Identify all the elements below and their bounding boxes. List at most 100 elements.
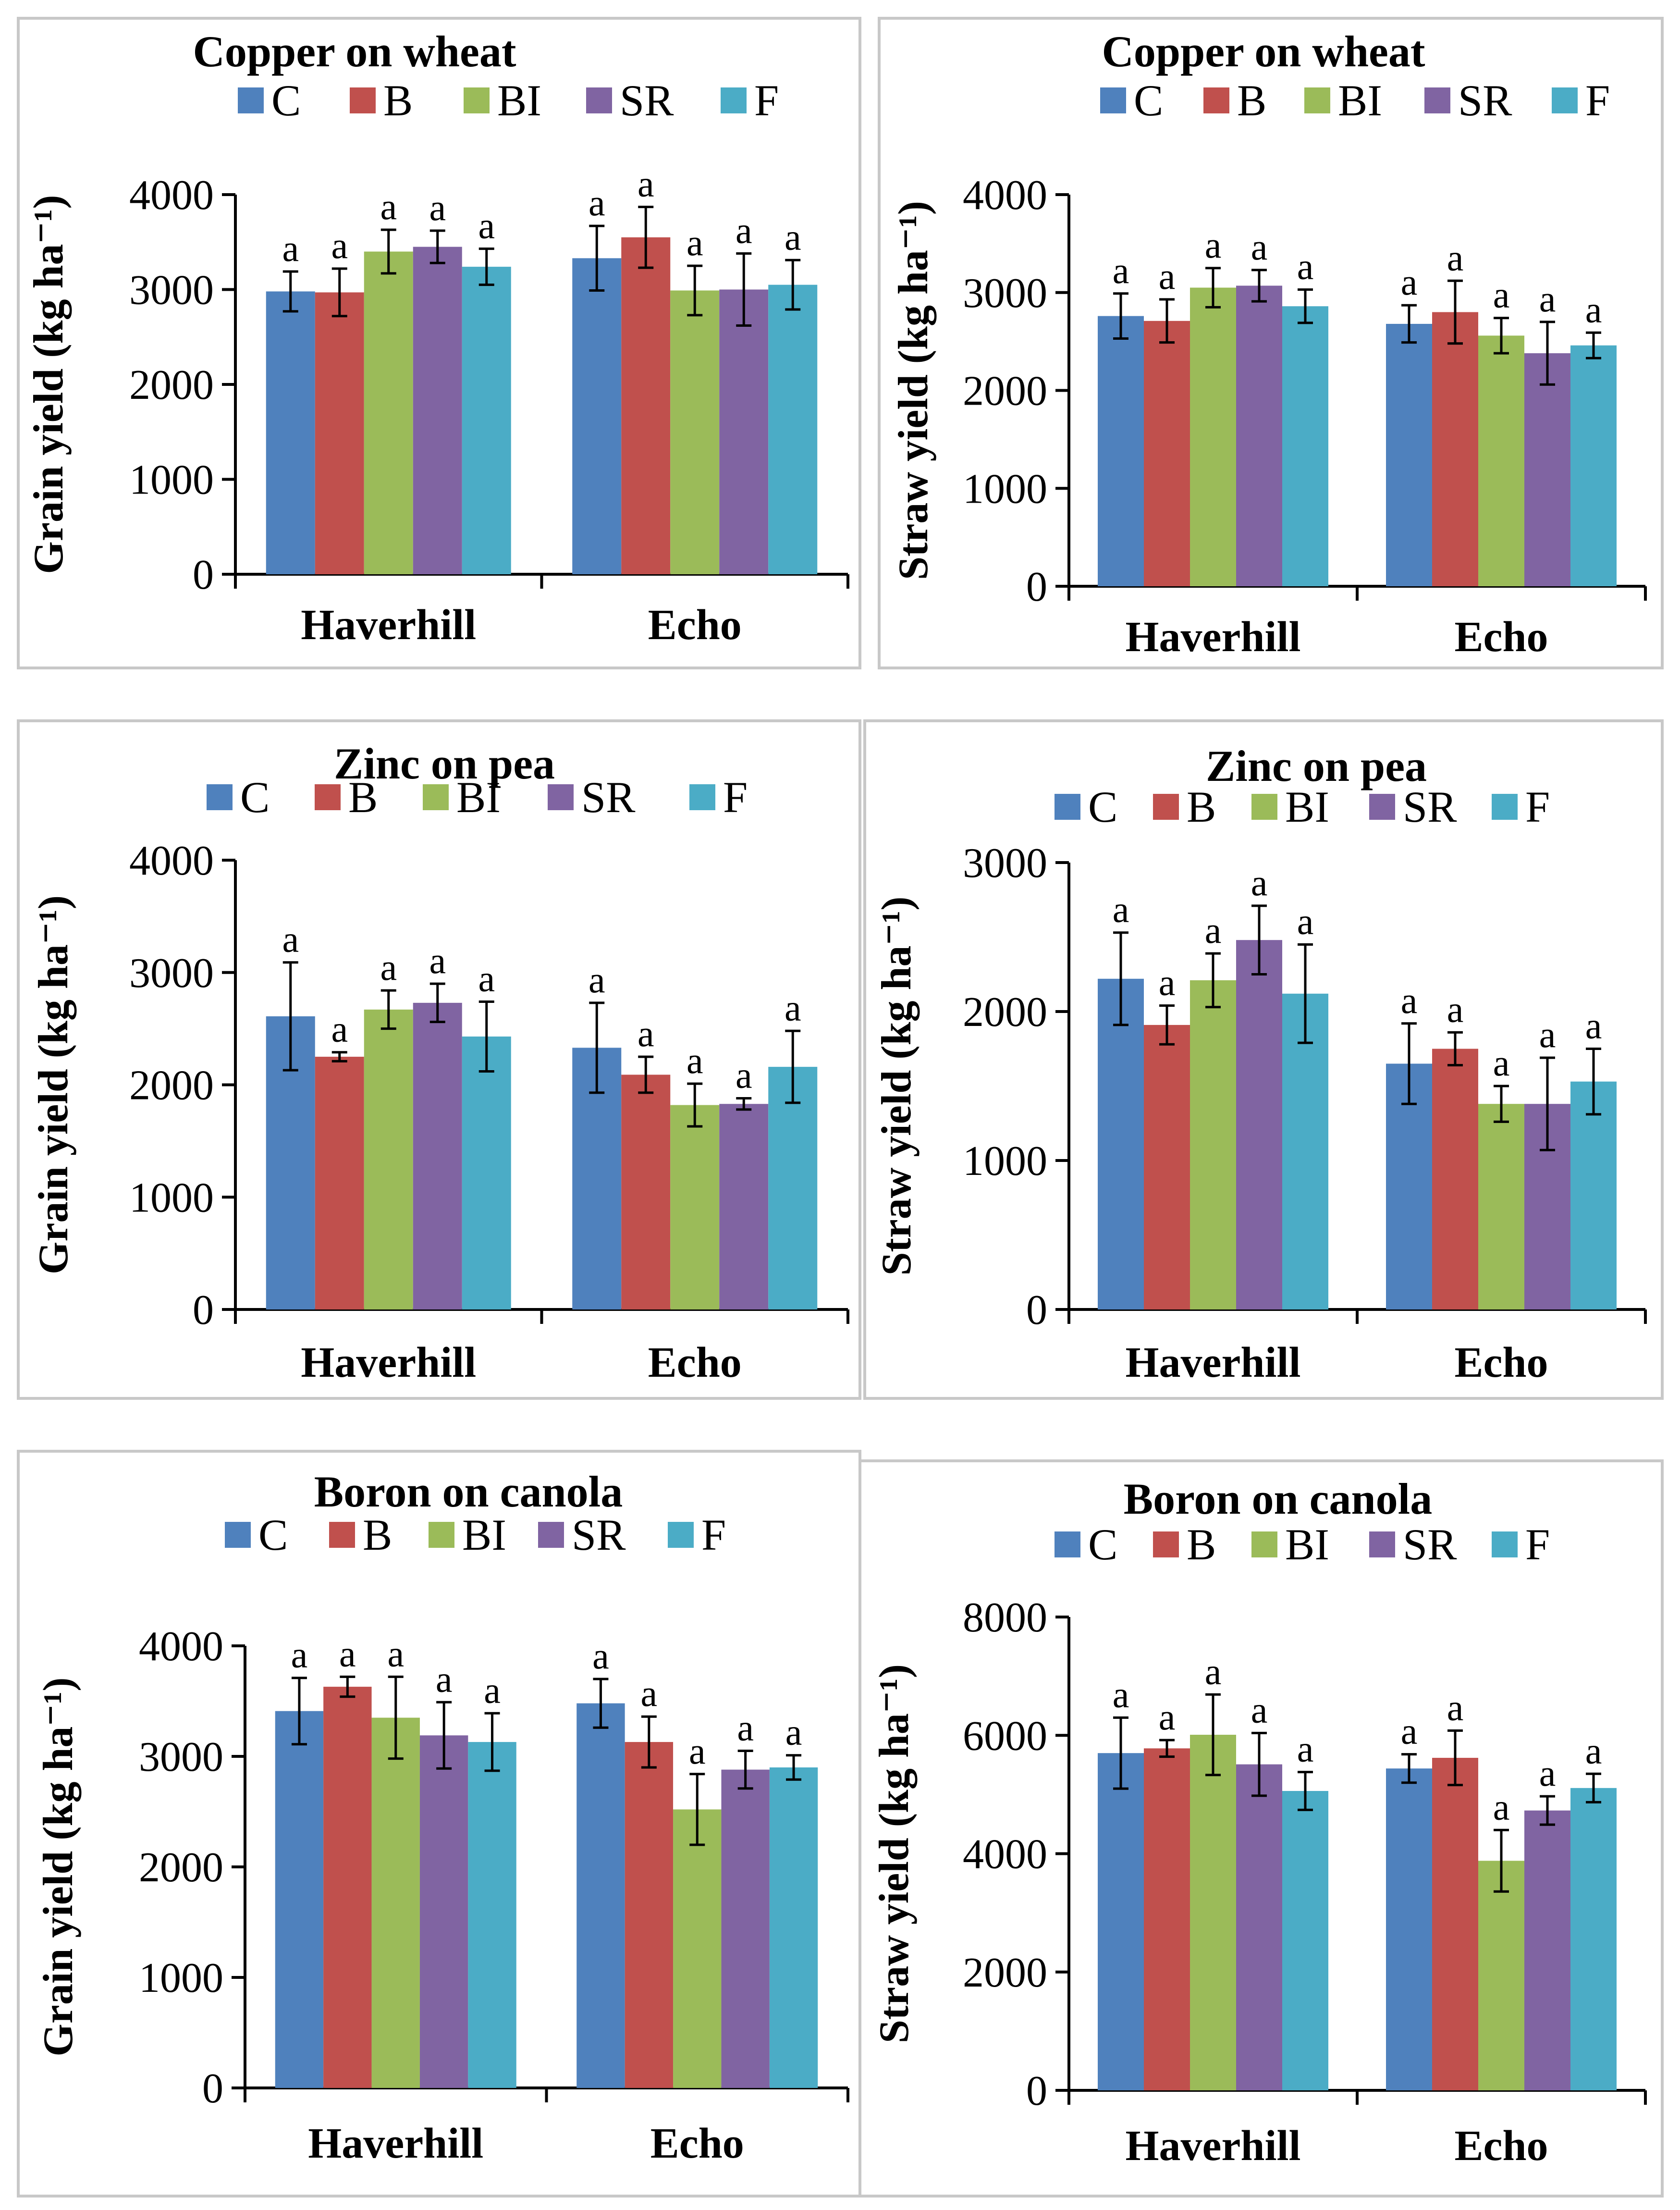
category-label: Haverhill <box>301 601 476 649</box>
y-tick-label: 3000 <box>963 270 1047 317</box>
legend-label-SR: SR <box>572 1510 626 1559</box>
legend-swatch-BI <box>1251 1531 1277 1557</box>
bar-SR <box>1236 940 1282 1309</box>
legend-label-BI: BI <box>462 1510 506 1559</box>
legend-swatch-B <box>1153 794 1179 820</box>
y-tick-label: 2000 <box>963 989 1047 1036</box>
error-bar-C <box>589 1001 605 1094</box>
bar-F <box>1570 1788 1617 2090</box>
legend-label-C: C <box>1088 1520 1117 1569</box>
error-bar-BI <box>1205 952 1221 1009</box>
significance-label: a <box>737 1707 754 1749</box>
significance-label: a <box>1585 1729 1602 1771</box>
significance-label: a <box>1493 1042 1510 1084</box>
y-axis-label: Grain yield (kg ha⁻¹) <box>35 1677 82 2056</box>
y-tick-label: 0 <box>193 1287 214 1333</box>
bar-C <box>1098 316 1144 586</box>
significance-label: a <box>689 1730 706 1772</box>
legend-label-B: B <box>383 76 413 125</box>
y-tick-label: 4000 <box>129 838 214 884</box>
legend-swatch-F <box>668 1522 694 1548</box>
error-bar-C <box>282 270 298 313</box>
legend-swatch-F <box>1492 794 1518 820</box>
legend-swatch-C <box>1100 87 1126 113</box>
error-bar-BI <box>687 1082 703 1128</box>
significance-label: a <box>484 1669 501 1711</box>
legend-label-SR: SR <box>1458 76 1512 125</box>
y-tick-label: 8000 <box>963 1594 1047 1641</box>
significance-label: a <box>589 182 605 223</box>
legend-swatch-SR <box>548 784 574 810</box>
legend-swatch-BI <box>1304 87 1330 113</box>
legend-swatch-C <box>1055 794 1080 820</box>
legend: C B BI SR F <box>207 773 748 822</box>
y-tick-label: 0 <box>193 552 214 598</box>
panel-frame <box>17 17 861 669</box>
bar-BI <box>1478 1104 1524 1309</box>
significance-label: a <box>687 222 703 263</box>
chart-title: Zinc on pea <box>1206 741 1427 790</box>
significance-label: a <box>1401 261 1418 303</box>
legend: C B BI SR F <box>1055 1520 1550 1569</box>
legend-label-C: C <box>258 1510 288 1559</box>
significance-label: a <box>1113 249 1129 291</box>
significance-label: a <box>1585 288 1602 330</box>
legend-label-B: B <box>363 1510 392 1559</box>
error-bar-F <box>478 247 494 286</box>
error-bar-B <box>1159 1739 1175 1758</box>
y-tick-label: 1000 <box>139 1955 223 2001</box>
y-tick-label: 1000 <box>129 1174 214 1221</box>
error-bar-B <box>1159 1004 1175 1046</box>
category-label: Echo <box>1454 613 1548 661</box>
legend-label-B: B <box>1237 76 1266 125</box>
bar-C <box>1098 1753 1144 2090</box>
y-tick-label: 0 <box>1026 1287 1047 1333</box>
significance-label: a <box>282 918 299 960</box>
error-bar-BI <box>689 1773 705 1846</box>
y-axis-label: Straw yield (kg ha⁻¹) <box>890 201 937 580</box>
bar-F <box>468 1742 516 2088</box>
chart-title: Boron on canola <box>314 1467 623 1516</box>
y-tick-label: 1000 <box>129 457 214 504</box>
bar-C <box>1098 978 1144 1309</box>
significance-label: a <box>1205 1650 1222 1692</box>
legend-label-B: B <box>348 773 378 822</box>
legend-label-C: C <box>271 76 301 125</box>
legend: C B BI SR F <box>238 76 779 125</box>
y-axis-label: Grain yield (kg ha⁻¹) <box>25 195 72 574</box>
bar-C <box>576 1703 625 2088</box>
significance-label: a <box>331 1008 348 1050</box>
category-label: Echo <box>648 601 742 649</box>
error-bar-C <box>589 224 605 292</box>
significance-label: a <box>331 224 348 266</box>
bar-B <box>315 292 364 574</box>
bar-SR <box>1236 1764 1282 2090</box>
error-bar-C <box>1401 304 1417 344</box>
significance-label: a <box>339 1632 356 1674</box>
bar-SR <box>419 1735 468 2088</box>
significance-label: a <box>1113 889 1129 930</box>
significance-label: a <box>1493 1786 1510 1827</box>
legend-label-F: F <box>723 773 748 822</box>
bar-SR <box>719 289 769 574</box>
significance-label: a <box>1251 862 1268 903</box>
legend-swatch-SR <box>1424 87 1450 113</box>
y-tick-label: 2000 <box>129 362 214 408</box>
error-bar-SR <box>1251 904 1267 975</box>
legend: C B BI SR F <box>225 1510 726 1559</box>
significance-label: a <box>1401 979 1418 1021</box>
error-bar-F <box>785 1029 801 1104</box>
significance-label: a <box>736 1054 752 1096</box>
bar-BI <box>1190 980 1236 1309</box>
bar-B <box>1432 1758 1478 2090</box>
bar-SR <box>1524 1810 1570 2090</box>
legend-swatch-F <box>689 784 715 810</box>
error-bar-SR <box>736 252 752 327</box>
y-tick-label: 2000 <box>963 368 1047 415</box>
bar-B <box>621 237 671 574</box>
significance-label: a <box>736 209 752 251</box>
significance-label: a <box>641 1672 658 1714</box>
legend-swatch-C <box>225 1522 251 1548</box>
